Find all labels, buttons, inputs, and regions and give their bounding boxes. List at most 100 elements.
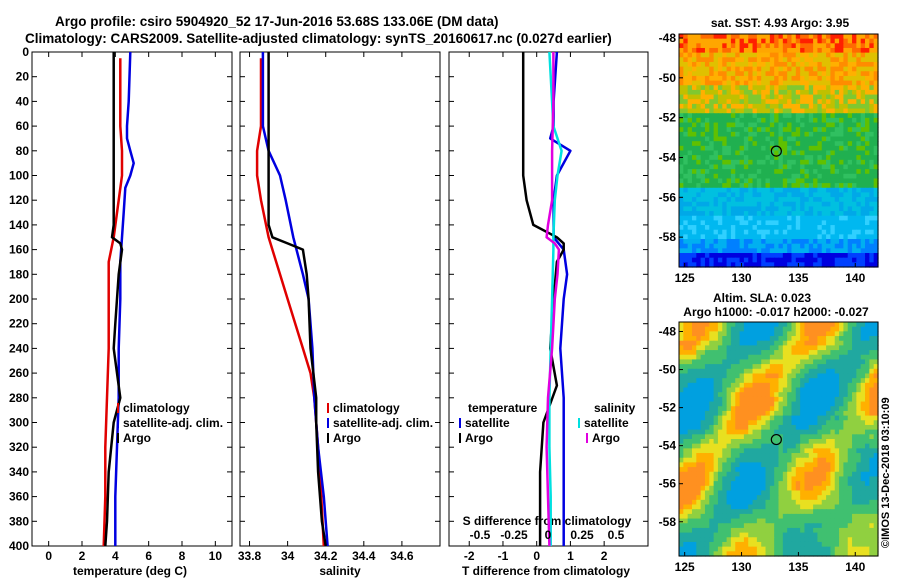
sst_map-cell [826, 108, 832, 114]
sla_map-cell [787, 453, 793, 459]
sst_map-cell [722, 220, 728, 226]
sla_map-cell [774, 396, 780, 403]
sla_map-cell [709, 336, 715, 342]
sst_map-cell [687, 117, 693, 124]
sla_map-cell [865, 354, 870, 361]
sla_map-cell [787, 490, 793, 496]
sla_map-cell [713, 434, 719, 440]
sst_map-cell [691, 229, 697, 235]
sst_map-cell [704, 225, 710, 231]
sst_map-cell [787, 47, 793, 54]
sla_map-cell [717, 340, 723, 346]
sst_map-cell [839, 197, 844, 203]
sla_map-cell [722, 387, 728, 393]
sla_map-cell [739, 354, 745, 361]
sla_map-cell [813, 336, 819, 342]
sla_map-cell [821, 392, 827, 398]
sst_map-cell [717, 34, 723, 40]
sla_map-cell [852, 424, 857, 431]
sla_map-cell [782, 551, 788, 557]
sla_map-cell [683, 415, 689, 421]
sst_map-cell [852, 136, 857, 142]
sla_map-cell [839, 331, 844, 337]
sla_map-cell [826, 504, 832, 510]
sla_map-cell [778, 322, 784, 328]
sla_map-cell [756, 453, 762, 459]
sst_map-cell [787, 239, 793, 245]
sst_map-cell [730, 108, 736, 114]
sst_map-cell [743, 239, 749, 245]
sst_map-cell [696, 99, 702, 105]
sst_map-cell [748, 155, 754, 161]
sla_map-cell [679, 532, 684, 538]
sst_map-cell [696, 187, 702, 194]
sla_map-cell [843, 415, 849, 421]
sla_map-cell [778, 443, 784, 449]
sst_map-cell [808, 248, 814, 254]
sla_map-cell [696, 443, 702, 449]
sla_map-cell [700, 509, 706, 515]
sst_map-cell [691, 192, 697, 198]
sla_map-cell [683, 345, 689, 351]
sla_map-cell [813, 326, 819, 332]
sst_map-cell [769, 80, 775, 86]
sla_map-cell [778, 420, 784, 426]
sst_map-cell [735, 61, 741, 68]
sla_map-cell [739, 546, 745, 552]
sla_map-cell [739, 499, 745, 506]
sla_map-cell [752, 490, 758, 496]
sst_map-cell [691, 225, 697, 231]
sst_map-cell [869, 229, 875, 235]
sla_map-cell [847, 340, 853, 346]
sst_map-cell [860, 206, 866, 212]
sst_map-cell [804, 225, 810, 231]
sla_map-cell [813, 541, 819, 548]
sla_map-cell [726, 396, 732, 403]
sla_map-cell [860, 457, 866, 463]
sla_map-cell [743, 495, 749, 501]
sst_map-cell [778, 183, 784, 189]
sst_map-cell [683, 197, 689, 203]
sla_map-cell [743, 378, 749, 384]
sla_map-cell [856, 331, 862, 337]
sla_map-cell [739, 373, 745, 379]
sst_map-cell [704, 178, 710, 184]
sla_map-cell [756, 443, 762, 449]
sst_map-cell [782, 43, 788, 49]
sst_map-cell [787, 164, 793, 170]
sst_map-cell [756, 253, 762, 259]
sst_map-cell [700, 225, 706, 231]
sst_map-cell [717, 239, 723, 245]
sla_map-cell [717, 336, 723, 342]
sla_map-cell [748, 373, 754, 379]
sla_map-cell [852, 532, 857, 538]
sla_map-cell [800, 420, 806, 426]
sla_map-cell [856, 429, 862, 435]
sla_map-cell [869, 322, 875, 328]
sla_map-cell [748, 513, 754, 520]
sla_map-cell [765, 382, 771, 389]
sst_map-cell [860, 239, 866, 245]
sst_map-cell [856, 248, 862, 254]
sla_map-cell [743, 340, 749, 346]
sst_map-cell [756, 34, 762, 40]
sst_map-cell [743, 136, 749, 142]
salinity-legend-0: climatology [333, 401, 400, 415]
sst_map-cell [730, 85, 736, 91]
sst_map-cell [869, 85, 875, 91]
sla_map-cell [717, 453, 723, 459]
sla_map-cell [813, 396, 819, 403]
sla_map-cell [869, 495, 875, 501]
sst_map-cell [821, 262, 827, 268]
sla_map-cell [683, 368, 689, 375]
sst_map-cell [813, 52, 819, 58]
sst_map-cell [730, 225, 736, 231]
sla_map-cell [700, 345, 706, 351]
sla_map-cell [804, 513, 810, 520]
sst_map-cell [769, 117, 775, 124]
sst_map-cell [769, 108, 775, 114]
sla_map-cell [804, 546, 810, 552]
sst_map-cell [839, 201, 844, 208]
sst_map-cell [860, 183, 866, 189]
sla_map-cell [691, 354, 697, 361]
